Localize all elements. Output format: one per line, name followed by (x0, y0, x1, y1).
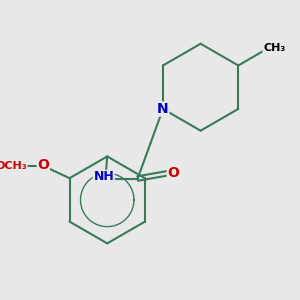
Text: O: O (167, 166, 179, 180)
Text: O: O (38, 158, 49, 172)
Text: NH: NH (94, 170, 114, 183)
Text: OCH₃: OCH₃ (0, 161, 27, 171)
Text: CH₃: CH₃ (263, 43, 285, 53)
Text: N: N (157, 102, 169, 116)
